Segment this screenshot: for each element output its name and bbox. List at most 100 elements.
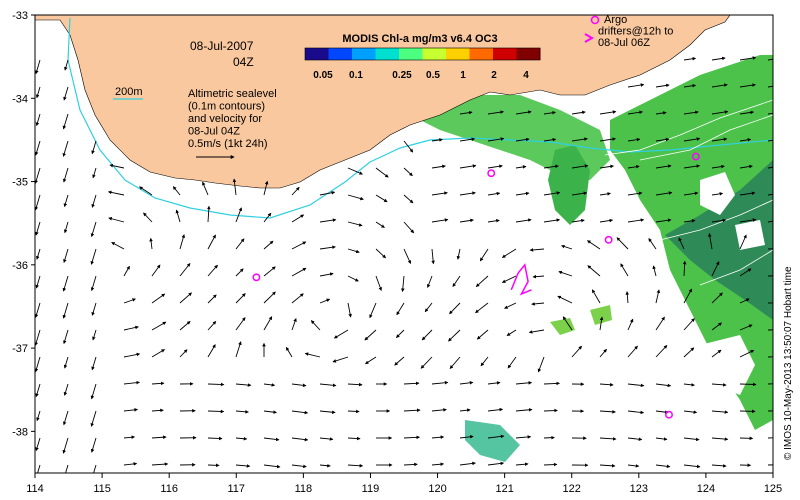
velocity-legend-line: Altimetric sealevel [188, 88, 277, 100]
velocity-vector [515, 381, 533, 385]
velocity-vector [515, 137, 530, 142]
velocity-vector [683, 191, 699, 196]
colorbar-label: 1 [460, 70, 466, 81]
velocity-vector [263, 316, 273, 331]
velocity-vector [369, 302, 377, 319]
velocity-vector [403, 194, 414, 204]
velocity-vector [93, 464, 97, 473]
velocity-vector [587, 265, 601, 277]
velocity-vector [683, 383, 695, 387]
velocity-vector [179, 234, 186, 250]
velocity-vector [739, 164, 753, 169]
velocity-vector [739, 56, 757, 61]
velocity-vector [175, 209, 181, 223]
velocity-vector [683, 464, 701, 469]
velocity-vector [515, 462, 529, 466]
velocity-vector [711, 383, 727, 387]
velocity-vector [683, 83, 697, 88]
argo-float [252, 273, 261, 282]
velocity-vector [571, 191, 588, 196]
velocity-vector [347, 382, 363, 387]
colorbar-swatch [422, 48, 447, 60]
velocity-vector [627, 110, 643, 115]
velocity-vector [487, 381, 501, 385]
velocity-vector [63, 86, 69, 101]
velocity-vector [403, 408, 421, 413]
colorbar-swatch [328, 48, 353, 60]
velocity-vector [655, 383, 672, 388]
velocity-legend-line: (0.1m contours) [188, 101, 265, 113]
velocity-vector [501, 275, 517, 283]
argo-legend-line: drifters@12h to [598, 26, 673, 38]
velocity-vector [333, 329, 349, 339]
argo-float [691, 152, 700, 161]
velocity-vector [235, 341, 242, 358]
velocity-vector [235, 293, 246, 304]
velocity-vector [375, 221, 385, 228]
velocity-vector [627, 137, 641, 142]
colorbar-label: 4 [523, 70, 529, 81]
velocity-vector [431, 218, 449, 223]
velocity-vector [319, 272, 334, 277]
velocity-vector [90, 275, 97, 292]
velocity-vector [767, 193, 773, 196]
velocity-vector [739, 298, 750, 304]
cloud-gap-3 [735, 220, 765, 250]
velocity-vector [207, 344, 216, 358]
velocity-vector [347, 194, 364, 201]
velocity-vector [711, 261, 720, 277]
y-axis: -33 -34 -35 -36 -37 -38 [12, 10, 35, 438]
velocity-vector [767, 248, 773, 250]
velocity-vector [62, 113, 69, 130]
velocity-vector [92, 167, 97, 179]
velocity-vector [123, 462, 138, 466]
sealevel-contours [604, 99, 773, 286]
velocity-vector [291, 293, 304, 304]
velocity-vector [431, 380, 449, 385]
velocity-vector [711, 110, 729, 115]
date-label: 08-Jul-2007 [190, 39, 254, 53]
velocity-vector [403, 381, 420, 386]
velocity-vector [711, 218, 727, 223]
velocity-vector [319, 298, 331, 304]
velocity-vector [151, 349, 166, 358]
velocity-vector [35, 275, 41, 289]
velocity-vector [504, 302, 517, 309]
velocity-vector [375, 167, 389, 178]
velocity-vector [347, 167, 363, 175]
velocity-vector [319, 437, 334, 441]
velocity-vector [179, 321, 191, 331]
velocity-legend-line: and velocity for [188, 113, 262, 125]
velocity-vector [151, 462, 169, 466]
velocity-vector [627, 410, 645, 415]
velocity-vector [515, 435, 532, 439]
velocity-vector [395, 329, 405, 339]
velocity-vector [207, 234, 216, 250]
velocity-vector [507, 356, 517, 369]
velocity-vector [151, 408, 164, 413]
velocity-vector [235, 207, 243, 223]
velocity-vector [375, 248, 387, 259]
velocity-vector [543, 381, 560, 386]
velocity-vector [91, 194, 97, 208]
x-tick-label: 117 [227, 483, 245, 495]
velocity-vector [63, 329, 69, 345]
velocity-vector [63, 194, 69, 208]
velocity-vectors [35, 56, 773, 473]
velocity-vector [571, 110, 586, 115]
velocity-vector [62, 140, 69, 157]
velocity-vector [515, 165, 527, 169]
velocity-vector [35, 113, 41, 127]
velocity-vector [599, 437, 617, 441]
velocity-vector [403, 167, 413, 177]
velocity-vector [109, 163, 125, 169]
velocity-vector [347, 409, 360, 414]
velocity-vector [711, 292, 723, 304]
velocity-vector [123, 352, 141, 358]
velocity-vector [711, 322, 722, 331]
velocity-vector [655, 111, 667, 115]
argo-float [604, 235, 613, 244]
velocity-vector [655, 191, 673, 196]
velocity-vector [532, 274, 545, 279]
velocity-vector [487, 164, 503, 169]
